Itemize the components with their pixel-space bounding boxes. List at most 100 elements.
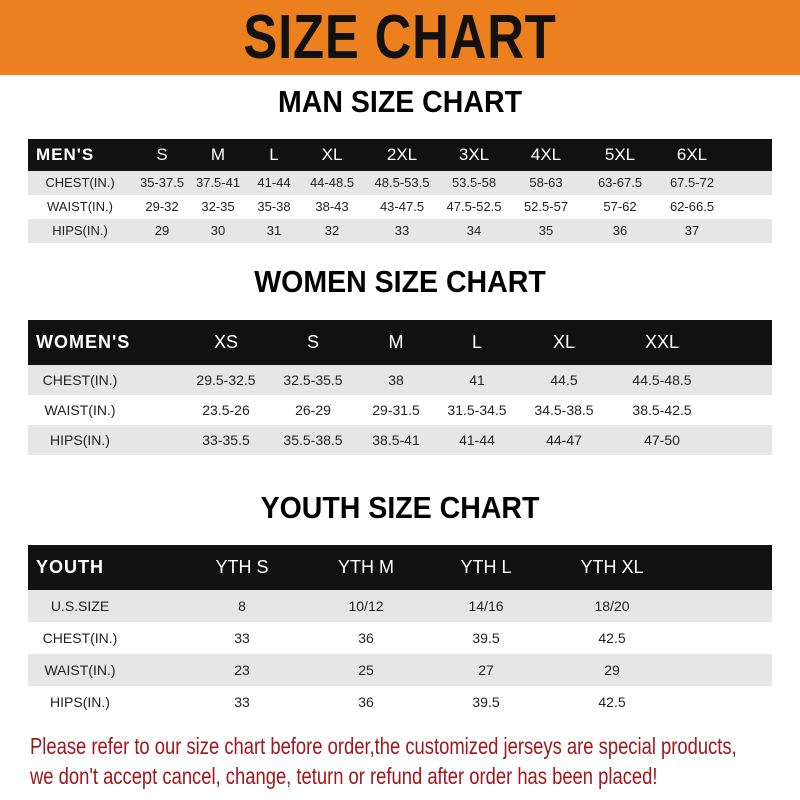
table-row: CHEST(IN.) 35-37.5 37.5-41 41-44 44-48.5 48.5… [28,171,772,195]
table-row: WAIST(IN.) 23.5-26 26-29 29-31.5 31.5-34.5 34… [28,395,772,425]
table-cell: 42.5 [598,694,626,710]
size-header: XXL [644,332,680,352]
table-cell: 63-67.5 [597,175,643,190]
table-cell: 57-62 [603,199,637,214]
table-cell: 32.5-35.5 [283,372,343,388]
table-cell: 30 [210,223,226,238]
table-cell: 26-29 [295,402,331,418]
table-cell: 32 [324,223,340,238]
table-cell: 38.5-41 [372,432,420,448]
table-cell: 32-35 [201,199,235,214]
disclaimer-line-1: Please refer to our size chart before or… [30,733,737,759]
table-cell: 36 [358,694,374,710]
measure-label: CHEST(IN.) [42,372,118,388]
table-row: U.S.SIZE 8 10/12 14/16 18/20 [28,590,772,622]
size-header: YTH L [460,557,512,577]
measure-label: WAIST(IN.) [44,662,116,678]
size-header: XS [213,332,239,352]
table-cell: 52.5-57 [523,199,569,214]
table-cell: 23 [234,662,250,678]
table-cell: 33-35.5 [202,432,250,448]
table-cell: 8 [238,598,246,614]
table-cell: 36 [358,630,374,646]
measure-label: WAIST(IN.) [44,402,116,418]
size-header: 2XL [386,145,418,164]
table-cell: 38-43 [315,199,349,214]
table-row: CHEST(IN.) 33 36 39.5 42.5 [28,622,772,654]
table-cell: 37 [684,223,700,238]
table-cell: 34 [466,223,482,238]
header-row: WOMEN'S XS S M L XL XXL [28,320,772,365]
table-cell: 35-38 [257,199,291,214]
table-cell: 25 [358,662,374,678]
table-cell: 18/20 [594,598,630,614]
table-title-cell: MEN'S [36,145,95,164]
size-header: YTH XL [580,557,644,577]
size-header: XL [552,332,576,352]
table-cell: 41-44 [257,175,291,190]
table-cell: 36 [612,223,628,238]
header-row: YOUTH YTH S YTH M YTH L YTH XL [28,545,772,590]
table-cell: 29 [154,223,170,238]
header-row: MEN'S S M L XL 2XL 3XL 4XL 5XL 6XL [28,139,772,171]
table-cell: 62-66.5 [669,199,715,214]
table-cell: 48.5-53.5 [374,175,430,190]
size-header: YTH M [338,557,394,577]
table-cell: 35.5-38.5 [283,432,343,448]
table-cell: 41-44 [459,432,495,448]
table-cell: 38 [388,372,404,388]
table-cell: 44-47 [546,432,582,448]
table-cell: 44-48.5 [309,175,355,190]
table-cell: 42.5 [598,630,626,646]
size-header: S [156,145,168,164]
table-row: WAIST(IN.) 29-32 32-35 35-38 38-43 43-47.5 47.… [28,195,772,219]
table-title-cell: WOMEN'S [36,332,131,352]
table-cell: 29.5-32.5 [196,372,256,388]
size-header: 6XL [676,145,708,164]
banner: SIZE CHART [0,0,800,75]
size-header: YTH S [215,557,269,577]
table-cell: 39.5 [472,694,500,710]
women-section-title: WOMEN SIZE CHART [254,264,546,299]
table-row: HIPS(IN.) 33 36 39.5 42.5 [28,686,772,718]
measure-label: U.S.SIZE [50,598,110,614]
table-cell: 58-63 [529,175,563,190]
table-cell: 38.5-42.5 [632,402,692,418]
table-cell: 31 [266,223,282,238]
size-header: S [306,332,320,352]
table-cell: 23.5-26 [202,402,250,418]
table-cell: 67.5-72 [669,175,715,190]
table-cell: 34.5-38.5 [534,402,594,418]
table-cell: 33 [234,694,250,710]
table-cell: 14/16 [468,598,504,614]
table-cell: 10/12 [348,598,384,614]
size-header: M [210,145,226,164]
table-cell: 47-50 [644,432,680,448]
measure-label: HIPS(IN.) [50,694,110,710]
size-header: 5XL [604,145,636,164]
table-cell: 35 [538,223,554,238]
table-cell: 33 [234,630,250,646]
table-cell: 41 [469,372,485,388]
measure-label: CHEST(IN.) [42,630,118,646]
measure-label: HIPS(IN.) [52,223,108,238]
disclaimer-line-2: we don't accept cancel, change, teturn o… [30,763,658,789]
size-header: M [388,332,404,352]
table-cell: 29-32 [145,199,179,214]
measure-label: HIPS(IN.) [50,432,110,448]
table-cell: 53.5-58 [451,175,497,190]
table-cell: 47.5-52.5 [446,199,502,214]
table-cell: 27 [478,662,494,678]
table-cell: 33 [394,223,410,238]
table-cell: 37.5-41 [195,175,241,190]
size-header: L [269,145,279,164]
size-header: 3XL [458,145,490,164]
table-cell: 44.5 [550,372,578,388]
table-row: WAIST(IN.) 23 25 27 29 [28,654,772,686]
table-cell: 31.5-34.5 [447,402,507,418]
table-cell: 35-37.5 [139,175,185,190]
size-header: L [471,332,483,352]
table-row: HIPS(IN.) 29 30 31 32 33 34 35 36 37 [28,219,772,243]
table-cell: 43-47.5 [379,199,425,214]
table-title-cell: YOUTH [36,557,104,577]
